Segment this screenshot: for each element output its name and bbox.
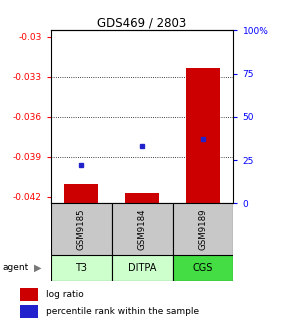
Bar — [112, 255, 173, 281]
Title: GDS469 / 2803: GDS469 / 2803 — [97, 16, 187, 29]
Bar — [51, 203, 112, 255]
Text: DITPA: DITPA — [128, 263, 156, 273]
Text: GSM9189: GSM9189 — [198, 209, 208, 250]
Text: ▶: ▶ — [34, 263, 41, 273]
Bar — [20, 288, 38, 301]
Text: CGS: CGS — [193, 263, 213, 273]
Text: percentile rank within the sample: percentile rank within the sample — [46, 307, 199, 316]
Text: GSM9185: GSM9185 — [77, 209, 86, 250]
Bar — [173, 255, 233, 281]
Bar — [186, 68, 220, 203]
Text: log ratio: log ratio — [46, 290, 84, 299]
Bar — [112, 203, 173, 255]
Bar — [20, 305, 38, 318]
Text: agent: agent — [3, 263, 29, 272]
Text: GSM9184: GSM9184 — [137, 209, 147, 250]
Bar — [173, 203, 233, 255]
Text: T3: T3 — [75, 263, 87, 273]
Bar — [51, 255, 112, 281]
Bar — [64, 184, 98, 203]
Bar — [125, 193, 159, 203]
